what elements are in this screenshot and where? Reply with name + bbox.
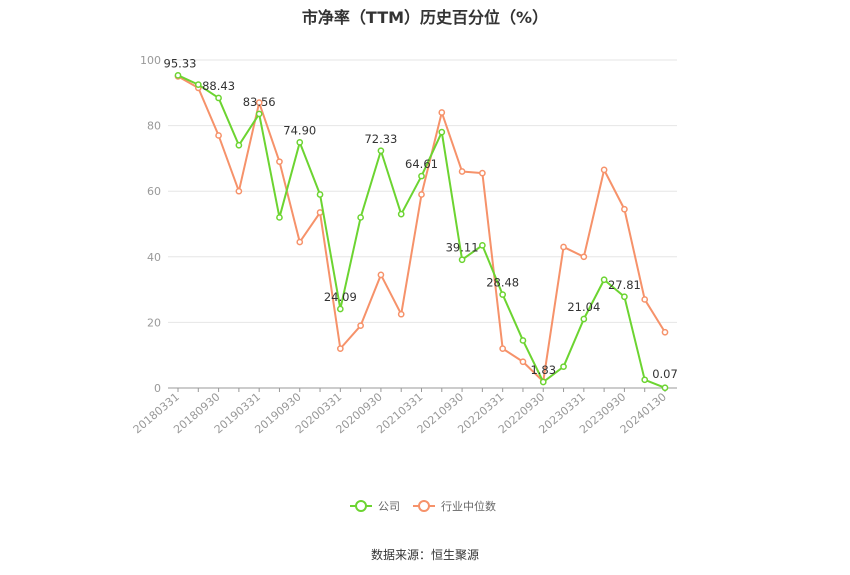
series-point-1 xyxy=(276,158,283,166)
series-point-1 xyxy=(397,310,405,318)
chart-title: 市净率（TTM）历史百分位（%） xyxy=(301,8,549,27)
series-point-1 xyxy=(621,205,628,213)
series-point-1 xyxy=(255,99,263,106)
series-point-0 xyxy=(499,291,507,298)
series-point-1 xyxy=(519,358,527,366)
series-point-0 xyxy=(539,378,547,386)
series-point-0 xyxy=(580,315,588,323)
series-point-1 xyxy=(235,187,243,195)
series-point-1 xyxy=(377,271,385,279)
series-point-1 xyxy=(479,169,486,177)
series-point-0 xyxy=(357,214,364,221)
series-point-1 xyxy=(661,328,669,336)
series-point-0 xyxy=(621,293,628,301)
series-point-0 xyxy=(255,110,263,118)
series-point-0 xyxy=(600,276,608,284)
series-point-1 xyxy=(499,345,507,352)
y-tick-label: 0 xyxy=(154,382,161,395)
legend-marker-1[interactable] xyxy=(418,500,430,512)
series-point-0 xyxy=(296,138,304,146)
series-point-0 xyxy=(519,337,527,344)
data-source-note: 数据来源：恒生聚源 xyxy=(370,548,479,562)
series-point-1 xyxy=(215,132,222,139)
series-line-1 xyxy=(177,75,666,383)
legend-marker-0[interactable] xyxy=(355,500,367,512)
series-point-1 xyxy=(600,166,608,174)
data-label: 27.81 xyxy=(608,278,641,292)
series-point-0 xyxy=(276,214,283,221)
data-label: 39.11 xyxy=(446,241,479,255)
data-label: 21.04 xyxy=(567,300,600,314)
data-label: 28.48 xyxy=(486,276,519,290)
series-point-0 xyxy=(194,81,202,88)
series-point-1 xyxy=(336,345,344,352)
legend-label-1[interactable]: 行业中位数 xyxy=(441,499,496,513)
series-layer xyxy=(174,71,669,392)
series-point-1 xyxy=(357,322,364,330)
y-tick-label: 40 xyxy=(147,251,161,264)
series-point-0 xyxy=(560,363,567,371)
series-point-1 xyxy=(560,243,567,251)
data-label: 24.09 xyxy=(324,290,357,304)
series-point-0 xyxy=(336,305,344,313)
series-point-1 xyxy=(438,109,446,116)
data-label: 95.33 xyxy=(164,56,197,70)
y-tick-label: 60 xyxy=(147,185,161,198)
series-point-1 xyxy=(641,296,649,303)
series-point-0 xyxy=(418,172,425,180)
data-label: 83.56 xyxy=(243,95,276,109)
series-line-0 xyxy=(177,74,666,389)
data-label: 64.61 xyxy=(405,157,438,171)
y-tick-label: 20 xyxy=(147,316,161,329)
y-tick-label: 80 xyxy=(147,120,161,133)
series-point-1 xyxy=(458,168,466,175)
data-label: 1.83 xyxy=(530,363,556,377)
data-label: 72.33 xyxy=(364,132,397,146)
legend-label-0[interactable]: 公司 xyxy=(378,500,400,513)
data-label: 88.43 xyxy=(202,79,235,93)
axis-layer: 0204060801002018033120180930201903312019… xyxy=(131,54,677,436)
series-point-0 xyxy=(641,376,649,384)
legend[interactable]: 公司 行业中位数 xyxy=(350,499,496,513)
series-point-1 xyxy=(418,191,425,198)
series-point-1 xyxy=(580,253,588,261)
data-label: 0.07 xyxy=(652,367,678,381)
series-point-0 xyxy=(235,141,243,149)
series-point-0 xyxy=(438,128,446,136)
series-point-0 xyxy=(377,147,385,155)
data-label-layer: 95.33 88.43 83.56 74.90 24.09 72.33 64.61 39.11… xyxy=(164,56,678,380)
series-point-0 xyxy=(661,384,669,392)
data-label: 74.90 xyxy=(283,123,316,137)
series-point-0 xyxy=(316,191,324,198)
series-point-0 xyxy=(479,241,486,249)
series-point-0 xyxy=(397,210,405,218)
series-point-0 xyxy=(458,256,466,264)
series-point-0 xyxy=(215,94,222,102)
series-point-1 xyxy=(316,209,324,216)
y-tick-label: 100 xyxy=(140,54,161,67)
series-point-0 xyxy=(174,71,182,79)
series-point-1 xyxy=(296,238,304,246)
